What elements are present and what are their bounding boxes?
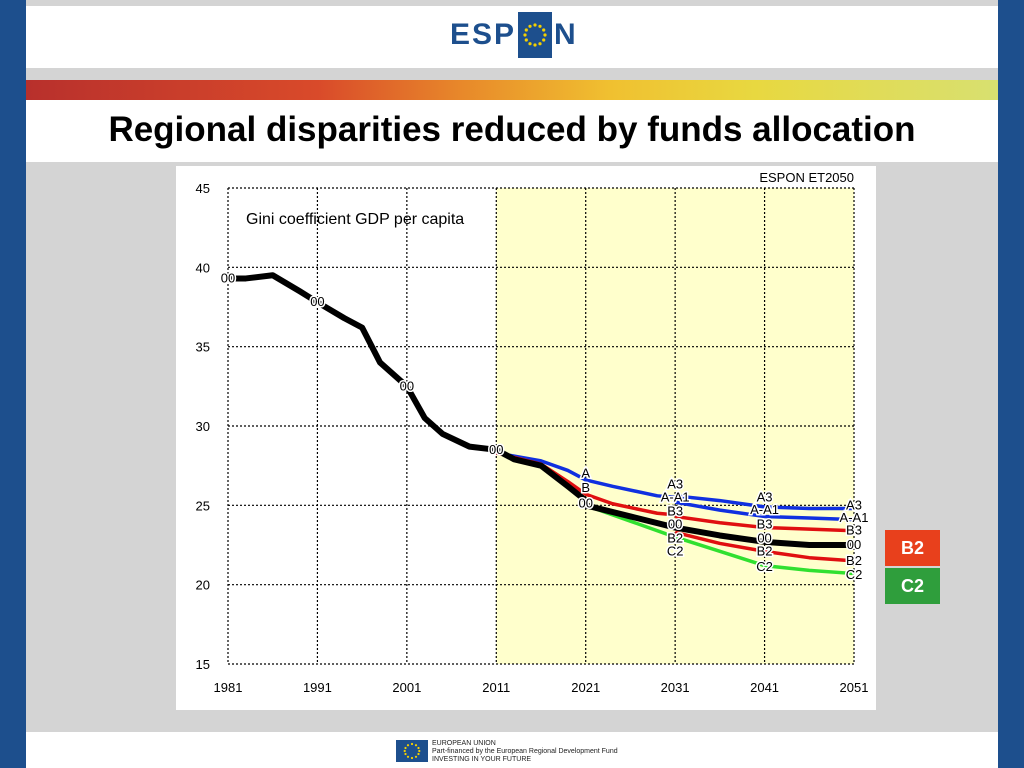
y-tick-label: 30 — [196, 419, 210, 434]
annotation-label: 00 — [668, 516, 682, 531]
y-tick-label: 25 — [196, 498, 210, 513]
source-label: ESPON ET2050 — [759, 170, 854, 185]
y-tick-label: 45 — [196, 181, 210, 196]
annotation-label: 00 — [578, 496, 592, 511]
series-line-a — [495, 451, 676, 500]
annotation-label: A-A1 — [750, 502, 779, 517]
annotation-label: A-A1 — [661, 489, 690, 504]
legend-item-c2: C2 — [885, 568, 940, 604]
legend-item-b2: B2 — [885, 530, 940, 566]
annotation-label: B2 — [846, 553, 862, 568]
espon-logo: ESP N — [450, 12, 578, 58]
annotation-label: B2 — [757, 543, 773, 558]
y-tick-label: 20 — [196, 578, 210, 593]
x-tick-label: 2051 — [840, 680, 869, 695]
series-line-b2 — [674, 530, 855, 563]
x-tick-label: 1981 — [214, 680, 243, 695]
annotation-label: A3 — [846, 497, 862, 512]
x-tick-label: 2021 — [571, 680, 600, 695]
series-line-b3 — [674, 514, 855, 533]
x-tick-label: 2031 — [661, 680, 690, 695]
series-line-00 — [584, 502, 854, 548]
annotation-label: 00 — [400, 378, 414, 393]
annotation-label: 00 — [489, 442, 503, 457]
chart-panel: 1981 1991 2001 2011 2021 2031 2041 2051 45 40 35 30… — [176, 166, 876, 710]
slide-title: Regional disparities reduced by funds al… — [108, 110, 916, 149]
logo-text-left: ESP — [450, 18, 517, 51]
annotation-label: 00 — [757, 531, 771, 546]
series-line-a3 — [674, 494, 854, 511]
annotation-label: A3 — [667, 477, 683, 492]
annotation-label: A-A1 — [840, 510, 869, 525]
footer — [26, 732, 998, 768]
eu-funding-text: EUROPEAN UNION Part-financed by the Euro… — [432, 740, 618, 764]
annotation-label: B — [581, 480, 590, 495]
series-line-c2 — [585, 503, 855, 576]
left-frame-bar — [0, 0, 26, 768]
map-banner — [26, 80, 998, 100]
eu-line-2: Part-financed by the European Regional D… — [432, 748, 618, 755]
right-frame-bar — [998, 0, 1024, 768]
eu-stars-icon — [518, 12, 553, 58]
annotation-label: C2 — [667, 543, 684, 558]
annotation-label: B3 — [757, 516, 773, 531]
x-tick-label: 2041 — [750, 680, 779, 695]
title-bar: Regional disparities reduced by funds al… — [26, 100, 998, 162]
chart-title: Gini coefficient GDP per capita — [246, 211, 464, 228]
eu-line-1: EUROPEAN UNION — [432, 740, 496, 747]
eu-flag-icon — [396, 740, 428, 762]
eu-line-3: INVESTING IN YOUR FUTURE — [432, 756, 532, 763]
annotation-label: A3 — [757, 489, 773, 504]
x-tick-label: 2001 — [392, 680, 421, 695]
x-tick-label: 1991 — [303, 680, 332, 695]
annotation-label: 00 — [221, 270, 235, 285]
annotation-label: 00 — [310, 294, 324, 309]
annotation-label: A — [581, 466, 590, 481]
y-tick-label: 15 — [196, 657, 210, 672]
annotation-label: C2 — [756, 559, 773, 574]
annotation-label: B3 — [846, 523, 862, 538]
y-tick-label: 35 — [196, 340, 210, 355]
y-tick-label: 40 — [196, 260, 210, 275]
annotation-label: 00 — [847, 537, 861, 552]
annotation-label: B2 — [667, 531, 683, 546]
header — [26, 6, 998, 68]
logo-text-right: N — [554, 18, 578, 51]
annotation-label: B3 — [667, 504, 683, 519]
series-line-00 — [494, 447, 588, 503]
chart-svg: 1981 1991 2001 2011 2021 2031 2041 2051 45 40 35 30… — [196, 170, 870, 695]
x-tick-label: 2011 — [482, 680, 510, 695]
annotation-label: C2 — [846, 567, 863, 582]
series-line-historical-00 — [228, 272, 497, 453]
series-line-a-a1 — [674, 500, 855, 522]
